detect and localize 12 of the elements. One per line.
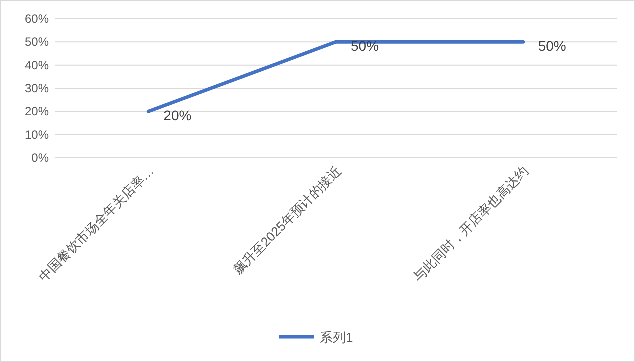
y-tick-label: 40%: [24, 58, 50, 72]
data-label: 50%: [538, 38, 566, 54]
x-tick-label: 中国餐饮市场全年关店率…: [36, 164, 157, 284]
y-tick-label: 10%: [24, 128, 50, 142]
y-tick-label: 30%: [24, 82, 50, 96]
y-tick-label: 20%: [24, 104, 50, 119]
y-tick-label: 60%: [24, 12, 50, 26]
legend-label: 系列1: [320, 330, 354, 345]
y-tick-label: 50%: [24, 35, 50, 50]
y-tick-label: 0%: [32, 151, 50, 165]
x-tick-label: 与此同时，开店率也高达约: [410, 164, 532, 284]
data-label: 20%: [164, 108, 192, 124]
